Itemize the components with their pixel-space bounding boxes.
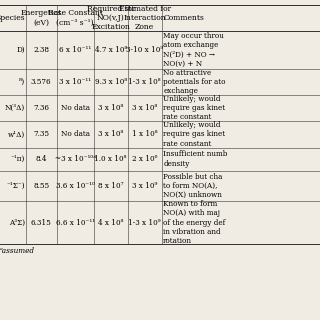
Text: 3 x 10⁻¹¹: 3 x 10⁻¹¹ [59,78,91,86]
Text: 3 x 10⁸: 3 x 10⁸ [98,130,124,138]
Text: ⁻¹π): ⁻¹π) [11,155,25,163]
Text: No attractive
potentials for ato
exchange: No attractive potentials for ato exchang… [163,69,226,95]
Text: ᵃassumed: ᵃassumed [0,247,35,255]
Text: Energetics
(eV): Energetics (eV) [20,9,62,27]
Text: 2 x 10⁶: 2 x 10⁶ [132,155,157,163]
Text: 4.7 x 10⁸: 4.7 x 10⁸ [94,46,127,54]
Text: Comments: Comments [163,14,204,22]
Text: 3 x 10⁸: 3 x 10⁸ [98,104,124,112]
Bar [0,5,320,244]
Text: 3 x 10⁸: 3 x 10⁸ [132,104,157,112]
Text: ᴿ): ᴿ) [19,78,25,86]
Text: 6.315: 6.315 [31,219,52,227]
Text: 1 x 10⁸: 1 x 10⁸ [132,130,157,138]
Text: 7.35: 7.35 [33,130,49,138]
Text: 3.6 x 10⁻¹⁰: 3.6 x 10⁻¹⁰ [56,182,95,190]
Text: Species: Species [0,14,25,22]
Text: 8 x 10⁷: 8 x 10⁷ [98,182,124,190]
Text: Unlikely; would
require gas kinet
rate constant: Unlikely; would require gas kinet rate c… [163,95,225,121]
Text: Rate Constant
(cm⁻³ s⁻¹): Rate Constant (cm⁻³ s⁻¹) [48,9,103,27]
Text: 1-3 x 10⁹: 1-3 x 10⁹ [128,219,161,227]
Text: 3-10 x 10⁹: 3-10 x 10⁹ [126,46,163,54]
Text: 6.6 x 10⁻¹¹: 6.6 x 10⁻¹¹ [56,219,95,227]
Text: 6 x 10⁻¹¹: 6 x 10⁻¹¹ [59,46,91,54]
Text: ~3 x 10⁻¹⁰ᵃ: ~3 x 10⁻¹⁰ᵃ [55,155,96,163]
Text: Possible but cha
to form NO(A),
NO(X) unknown: Possible but cha to form NO(A), NO(X) un… [163,172,223,199]
Text: 1.0 x 10⁸: 1.0 x 10⁸ [94,155,127,163]
Text: w¹Δ): w¹Δ) [8,130,25,138]
Text: Known to form
NO(A) with maj
of the energy def
in vibration and
rotation: Known to form NO(A) with maj of the ener… [163,200,226,245]
Text: 4 x 10⁸: 4 x 10⁸ [98,219,124,227]
Text: Estimated for
Interaction
Zone: Estimated for Interaction Zone [119,5,171,31]
Text: D): D) [16,46,25,54]
Text: Required for
NO(v,J)
Excitation: Required for NO(v,J) Excitation [86,5,135,31]
Text: N(³Δ): N(³Δ) [5,104,25,112]
Text: No data: No data [61,104,90,112]
Text: 8.4: 8.4 [36,155,47,163]
Text: 7.36: 7.36 [33,104,49,112]
Text: 2.38: 2.38 [33,46,49,54]
Text: 1-3 x 10⁸: 1-3 x 10⁸ [128,78,161,86]
Text: May occur throu
atom exchange
N(²D) + NO →
NO(v) + N: May occur throu atom exchange N(²D) + NO… [163,32,224,68]
Text: ⁻¹Σ⁻): ⁻¹Σ⁻) [6,182,25,190]
Text: Unlikely; would
require gas kinet
rate constant: Unlikely; would require gas kinet rate c… [163,121,225,148]
Text: No data: No data [61,130,90,138]
Text: 8.55: 8.55 [33,182,49,190]
Text: 9.3 x 10⁸: 9.3 x 10⁸ [95,78,127,86]
Text: 3.576: 3.576 [31,78,52,86]
Text: 3 x 10⁹: 3 x 10⁹ [132,182,157,190]
Text: Insufficient numb
density: Insufficient numb density [163,150,228,168]
Text: A³Σ): A³Σ) [9,219,25,227]
